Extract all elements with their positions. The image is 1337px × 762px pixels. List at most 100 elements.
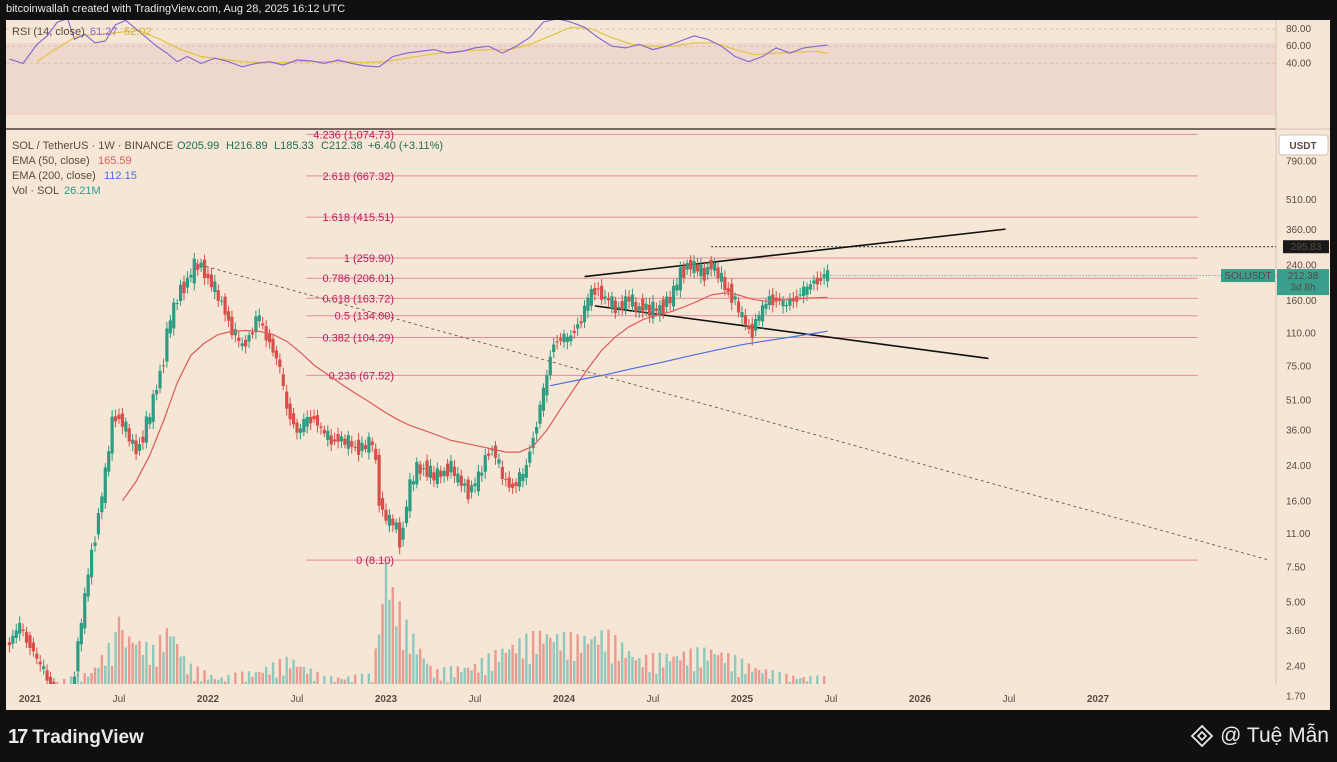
volume-bar <box>398 601 401 684</box>
candle-body <box>634 301 638 312</box>
candle-body <box>569 335 573 342</box>
candle-body <box>630 294 635 307</box>
volume-bar <box>162 652 165 684</box>
volume-bar <box>158 635 162 684</box>
volume-bar <box>634 660 638 684</box>
candle-body <box>469 485 474 493</box>
candle-body <box>411 481 415 485</box>
volume-bar <box>401 650 405 684</box>
legend-volume-label: Vol · SOL <box>12 185 59 197</box>
volume-bar <box>336 677 340 684</box>
volume-bar <box>538 630 542 684</box>
tradingview-logo[interactable]: 17 TradingView <box>8 726 144 749</box>
volume-bar <box>258 671 261 684</box>
volume-bar <box>80 681 83 684</box>
candle-body <box>579 321 583 324</box>
candle-body <box>678 267 682 291</box>
candle-body <box>736 301 741 313</box>
volume-bar <box>343 679 347 684</box>
candle-body <box>422 468 426 470</box>
volume-bar <box>169 636 172 684</box>
candle-body <box>196 264 200 270</box>
volume-bar <box>764 669 768 684</box>
rsi-ma-line <box>36 26 828 64</box>
volume-bar <box>603 651 607 684</box>
volume-bar <box>83 672 86 684</box>
time-tick-label: 2021 <box>19 694 42 705</box>
price-legend: SOL / TetherUS · 1W · BINANCE O205.99 H2… <box>12 140 443 197</box>
volume-bar <box>453 677 456 684</box>
candle-body <box>394 522 398 530</box>
volume-bar <box>295 666 299 684</box>
volume-bar <box>816 675 819 684</box>
rsi-axis: 80.00 60.00 40.00 <box>1286 24 1311 69</box>
candle-body <box>781 300 785 307</box>
volume-bar <box>713 654 716 684</box>
candle-body <box>716 267 720 279</box>
time-tick-label: Jul <box>469 694 482 705</box>
volume-bar <box>213 679 217 684</box>
candle-body <box>192 258 196 284</box>
volume-bar <box>165 628 169 684</box>
volume-bar <box>508 649 511 684</box>
candle-body <box>723 277 727 290</box>
volume-bar <box>264 666 268 684</box>
candle-body <box>312 415 316 420</box>
candle-body <box>445 463 450 477</box>
volume-bar <box>751 671 754 684</box>
candle-body <box>671 286 676 307</box>
volume-bar <box>644 654 648 684</box>
volume-bar <box>655 673 658 684</box>
volume-bar <box>360 673 364 684</box>
volume-bar <box>607 629 610 684</box>
candle-body <box>42 666 46 670</box>
legend-ema200-value: 112.15 <box>104 170 137 182</box>
time-tick-label: 2022 <box>197 694 220 705</box>
candle-body <box>148 417 152 425</box>
candle-body <box>127 428 131 442</box>
volume-bar <box>658 652 662 684</box>
candle-body <box>254 316 258 333</box>
volume-bar <box>220 677 223 684</box>
rsi-line <box>9 20 828 68</box>
volume-bar <box>227 674 230 684</box>
volume-bar <box>193 681 196 684</box>
volume-bar <box>555 633 559 684</box>
candle-body <box>654 308 659 311</box>
candle-body <box>483 455 487 472</box>
candle-body <box>576 324 580 329</box>
candle-body <box>805 286 809 295</box>
fib-level-label: 0.382 (104.29) <box>322 333 394 345</box>
volume-bar <box>494 650 497 684</box>
volume-bar <box>179 656 182 684</box>
volume-bar <box>114 631 117 684</box>
candle-body <box>415 461 419 485</box>
candle-body <box>493 445 498 458</box>
candle-body <box>76 641 80 672</box>
volume-bar <box>576 634 579 684</box>
volume-bar <box>473 663 477 684</box>
rsi-legend-value: 61.27 <box>90 26 118 38</box>
candle-body <box>216 290 220 301</box>
candle-body <box>534 426 539 434</box>
volume-bar <box>93 667 97 684</box>
candle-body <box>504 479 508 481</box>
candle-body <box>213 281 217 293</box>
volume-bar <box>186 674 189 684</box>
candle-body <box>185 277 190 288</box>
currency-button[interactable]: USDT <box>1278 134 1329 156</box>
time-tick-label: Jul <box>113 694 126 705</box>
volume-bar <box>716 655 720 684</box>
volume-bar <box>131 642 134 684</box>
candle-body <box>350 441 354 447</box>
ema50-line <box>121 292 828 502</box>
volume-bar <box>395 626 398 684</box>
volume-bar <box>415 654 418 684</box>
candle-body <box>552 344 556 353</box>
volume-bar <box>460 672 463 684</box>
volume-bar <box>353 674 357 684</box>
price-tick-label: 16.00 <box>1286 496 1311 507</box>
price-tick-label: 1.70 <box>1286 692 1306 703</box>
current-symbol-label: SOLUSDT <box>1224 271 1271 282</box>
volume-bar <box>730 671 733 684</box>
